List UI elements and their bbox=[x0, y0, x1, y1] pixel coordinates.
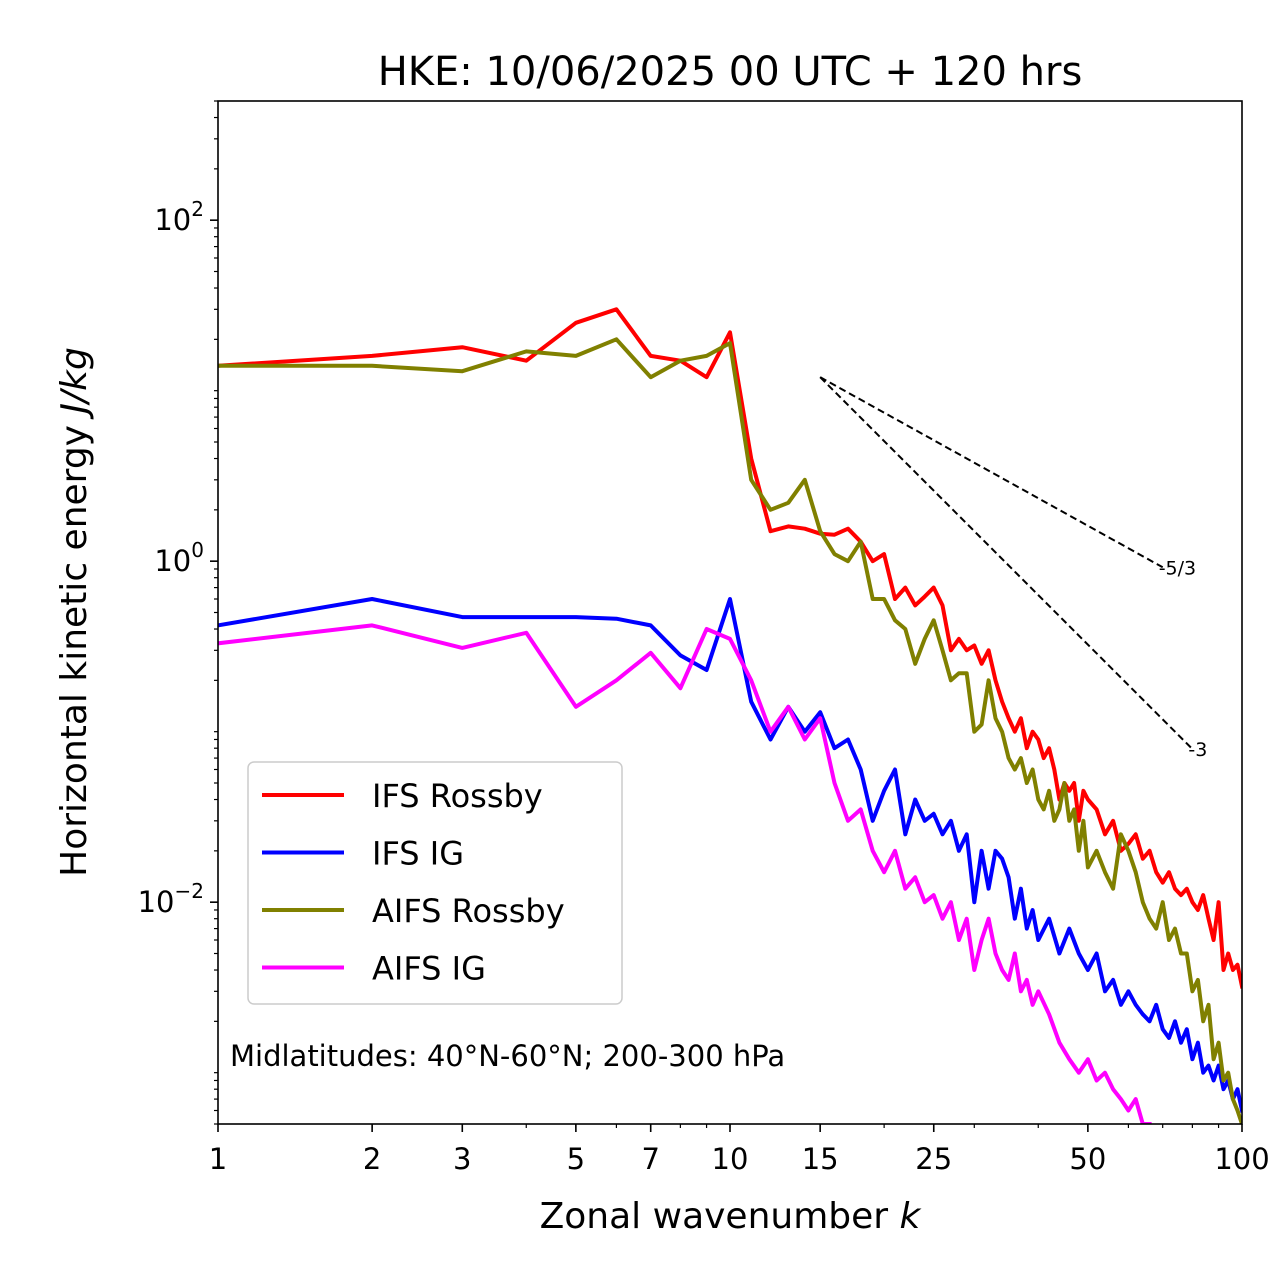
legend-label-aifs-rossby: AIFS Rossby bbox=[372, 892, 565, 930]
series-line-aifs-ig bbox=[218, 623, 1152, 1124]
series-layer bbox=[218, 307, 1242, 1124]
x-tick-label: 15 bbox=[802, 1142, 839, 1176]
legend-label-ifs-ig: IFS IG bbox=[372, 835, 464, 873]
reference-label-minus3: -3 bbox=[1188, 739, 1207, 761]
x-tick-label: 3 bbox=[453, 1142, 471, 1176]
chart-title: HKE: 10/06/2025 00 UTC + 120 hrs bbox=[378, 49, 1083, 95]
reference-label-minus5-3: -5/3 bbox=[1159, 557, 1196, 579]
reference-lines: -5/3 -3 bbox=[819, 376, 1207, 761]
x-tick-label: 50 bbox=[1069, 1142, 1106, 1176]
plot-area-frame bbox=[217, 100, 1243, 1125]
y-tick-label: 102 bbox=[154, 197, 204, 237]
x-axis-ticks: 1 2 3 5 7 10 15 25 50 100 bbox=[209, 1124, 1270, 1176]
y-tick-label: 10−2 bbox=[138, 879, 204, 919]
x-axis-label: Zonal wavenumber k bbox=[540, 1196, 923, 1237]
x-tick-label: 25 bbox=[915, 1142, 952, 1176]
legend-entries: IFS Rossby IFS IG AIFS Rossby AIFS IG bbox=[262, 777, 565, 988]
x-tick-label: 1 bbox=[209, 1142, 227, 1176]
legend: IFS Rossby IFS IG AIFS Rossby AIFS IG bbox=[247, 761, 623, 1005]
series-line-ifs-ig bbox=[218, 597, 1242, 1113]
series-line-aifs-rossby bbox=[218, 337, 1242, 1124]
x-tick-label: 100 bbox=[1214, 1142, 1269, 1176]
y-axis-label: Horizontal kinetic energy J/kg bbox=[54, 347, 95, 877]
series-line-ifs-rossby bbox=[218, 307, 1242, 989]
legend-box bbox=[247, 761, 623, 1005]
legend-label-ifs-rossby: IFS Rossby bbox=[372, 777, 543, 815]
y-tick-label: 100 bbox=[154, 538, 204, 578]
x-tick-label: 7 bbox=[641, 1142, 659, 1176]
x-tick-label: 10 bbox=[712, 1142, 749, 1176]
region-annotation: Midlatitudes: 40°N-60°N; 200-300 hPa bbox=[230, 1039, 785, 1073]
x-tick-label: 2 bbox=[363, 1142, 381, 1176]
y-axis-ticks: 10−2 100 102 bbox=[138, 100, 218, 1125]
x-tick-label: 5 bbox=[567, 1142, 585, 1176]
legend-label-aifs-ig: AIFS IG bbox=[372, 950, 486, 988]
